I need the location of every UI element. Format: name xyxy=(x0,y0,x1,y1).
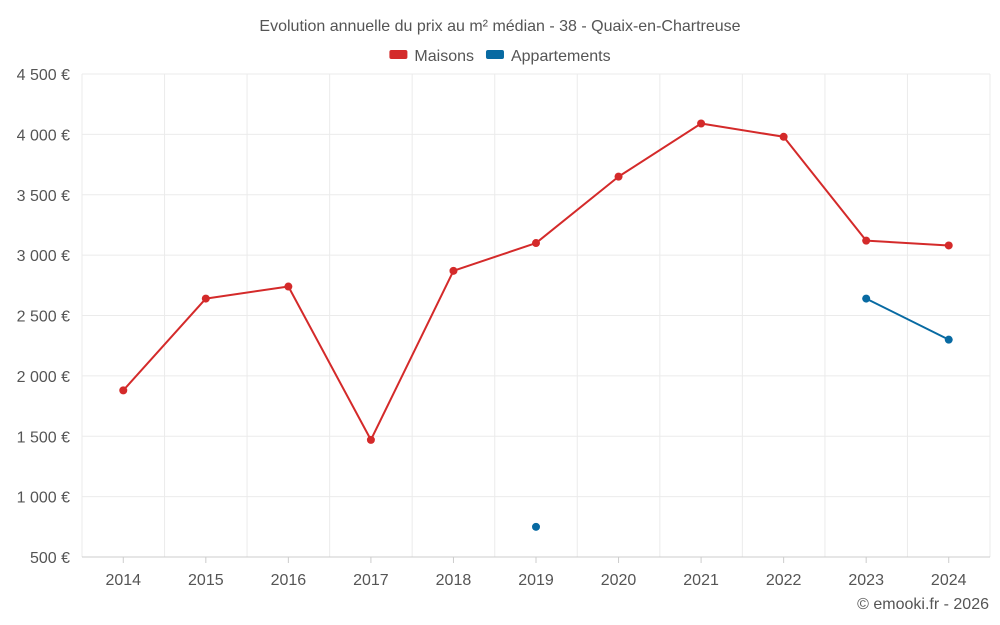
x-tick-label: 2020 xyxy=(601,572,637,589)
legend: Maisons Appartements xyxy=(389,48,611,65)
x-tick-label: 2015 xyxy=(188,572,224,589)
data-point-maisons xyxy=(862,236,871,245)
axes: 500 € 1 000 € 1 500 € 2 000 € 2 500 € 3 000 €… xyxy=(17,67,990,589)
data-point-appartements xyxy=(862,294,871,303)
data-point-maisons xyxy=(119,386,128,395)
series-layer xyxy=(119,119,953,531)
x-tick-label: 2017 xyxy=(353,572,389,589)
data-point-appartements xyxy=(944,335,953,344)
grid xyxy=(81,73,991,558)
data-point-maisons xyxy=(449,266,458,275)
y-tick-label: 4 000 € xyxy=(17,127,70,144)
data-point-maisons xyxy=(201,294,210,303)
legend-label: Maisons xyxy=(414,48,474,65)
credit-text: © emooki.fr - 2026 xyxy=(857,596,989,613)
data-point-maisons xyxy=(284,282,293,291)
x-tick-label: 2018 xyxy=(436,572,472,589)
series-line-appartements xyxy=(865,297,950,341)
chart-title: Evolution annuelle du prix au m² médian … xyxy=(259,18,740,35)
data-point-maisons xyxy=(697,119,706,128)
y-tick-label: 1 500 € xyxy=(17,429,70,446)
x-tick-label: 2021 xyxy=(683,572,719,589)
data-point-maisons xyxy=(944,241,953,250)
data-point-maisons xyxy=(614,172,623,181)
legend-swatch xyxy=(485,50,504,59)
x-tick-label: 2023 xyxy=(848,572,884,589)
x-tick-label: 2016 xyxy=(271,572,307,589)
x-tick-label: 2024 xyxy=(931,572,967,589)
legend-item-maisons[interactable]: Maisons xyxy=(389,48,474,65)
data-point-appartements xyxy=(532,522,540,531)
data-point-maisons xyxy=(779,132,788,141)
y-tick-label: 4 500 € xyxy=(17,67,70,84)
y-tick-label: 1 000 € xyxy=(17,490,70,507)
y-tick-label: 3 000 € xyxy=(17,248,70,265)
x-tick-label: 2014 xyxy=(105,572,141,589)
legend-label: Appartements xyxy=(511,48,611,65)
y-tick-label: 2 500 € xyxy=(17,309,70,326)
data-point-maisons xyxy=(532,239,540,248)
legend-swatch xyxy=(389,50,408,59)
y-tick-label: 2 000 € xyxy=(17,369,70,386)
legend-item-appartements[interactable]: Appartements xyxy=(485,48,611,65)
data-point-maisons xyxy=(366,435,375,444)
y-tick-label: 3 500 € xyxy=(17,188,70,205)
x-tick-label: 2022 xyxy=(766,572,802,589)
x-tick-label: 2019 xyxy=(518,572,554,589)
y-tick-label: 500 € xyxy=(30,550,70,567)
